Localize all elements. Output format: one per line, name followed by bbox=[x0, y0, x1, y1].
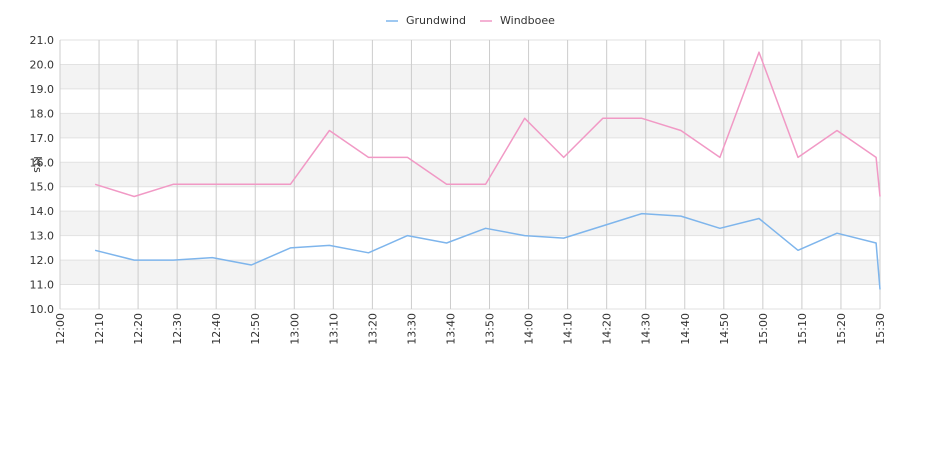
y-tick-label: 21.0 bbox=[30, 34, 55, 47]
x-tick-label: 13:50 bbox=[484, 313, 497, 345]
x-tick-label: 12:50 bbox=[249, 313, 262, 345]
x-tick-label: 15:30 bbox=[874, 313, 887, 345]
grid-lines bbox=[59, 39, 881, 310]
y-tick-label: 18.0 bbox=[30, 107, 55, 120]
x-tick-label: 13:00 bbox=[288, 313, 301, 345]
y-axis-ticks: 10.0 11.0 12.0 13.0 14.0 15.0 16.0 17.0 18.0 19.0… bbox=[30, 34, 55, 316]
x-tick-label: 14:50 bbox=[718, 313, 731, 345]
y-tick-label: 15.0 bbox=[30, 181, 55, 194]
y-tick-label: 11.0 bbox=[30, 279, 55, 292]
y-tick-label: 17.0 bbox=[30, 132, 55, 145]
x-tick-label: 13:20 bbox=[366, 313, 379, 345]
x-tick-label: 14:10 bbox=[562, 313, 575, 345]
x-tick-label: 12:20 bbox=[132, 313, 145, 345]
y-tick-label: 14.0 bbox=[30, 205, 55, 218]
x-tick-label: 15:10 bbox=[796, 313, 809, 345]
x-tick-label: 12:40 bbox=[210, 313, 223, 345]
series-layer bbox=[94, 51, 881, 290]
background-bands bbox=[60, 64, 880, 285]
background-band bbox=[60, 64, 880, 89]
x-tick-label: 12:00 bbox=[54, 313, 67, 345]
y-axis-label: kts bbox=[31, 156, 44, 173]
series-line-grundwind[interactable] bbox=[94, 212, 881, 290]
legend: Grundwind Windboee bbox=[386, 14, 555, 27]
background-band bbox=[60, 211, 880, 236]
y-tick-label: 16.0 bbox=[30, 156, 55, 169]
background-band bbox=[60, 162, 880, 187]
x-tick-label: 12:10 bbox=[93, 313, 106, 345]
legend-label-grundwind[interactable]: Grundwind bbox=[406, 14, 466, 27]
y-tick-label: 13.0 bbox=[30, 230, 55, 243]
x-tick-label: 14:20 bbox=[601, 313, 614, 345]
x-axis-ticks: 12:00 12:10 12:20 12:30 12:40 12:50 13:00 13:10… bbox=[54, 313, 887, 345]
x-tick-label: 13:40 bbox=[444, 313, 457, 345]
x-tick-label: 13:10 bbox=[327, 313, 340, 345]
y-tick-label: 20.0 bbox=[30, 58, 55, 71]
y-tick-label: 12.0 bbox=[30, 254, 55, 267]
x-tick-label: 15:00 bbox=[757, 313, 770, 345]
x-tick-label: 14:00 bbox=[523, 313, 536, 345]
series-line-windboee[interactable] bbox=[94, 51, 881, 198]
x-tick-label: 13:30 bbox=[405, 313, 418, 345]
x-tick-label: 12:30 bbox=[171, 313, 184, 345]
y-tick-label: 19.0 bbox=[30, 83, 55, 96]
y-tick-label: 10.0 bbox=[30, 303, 55, 316]
x-tick-label: 15:20 bbox=[835, 313, 848, 345]
x-tick-label: 14:40 bbox=[679, 313, 692, 345]
legend-label-windboee[interactable]: Windboee bbox=[500, 14, 555, 27]
x-tick-label: 14:30 bbox=[640, 313, 653, 345]
background-band bbox=[60, 113, 880, 138]
background-band bbox=[60, 260, 880, 285]
